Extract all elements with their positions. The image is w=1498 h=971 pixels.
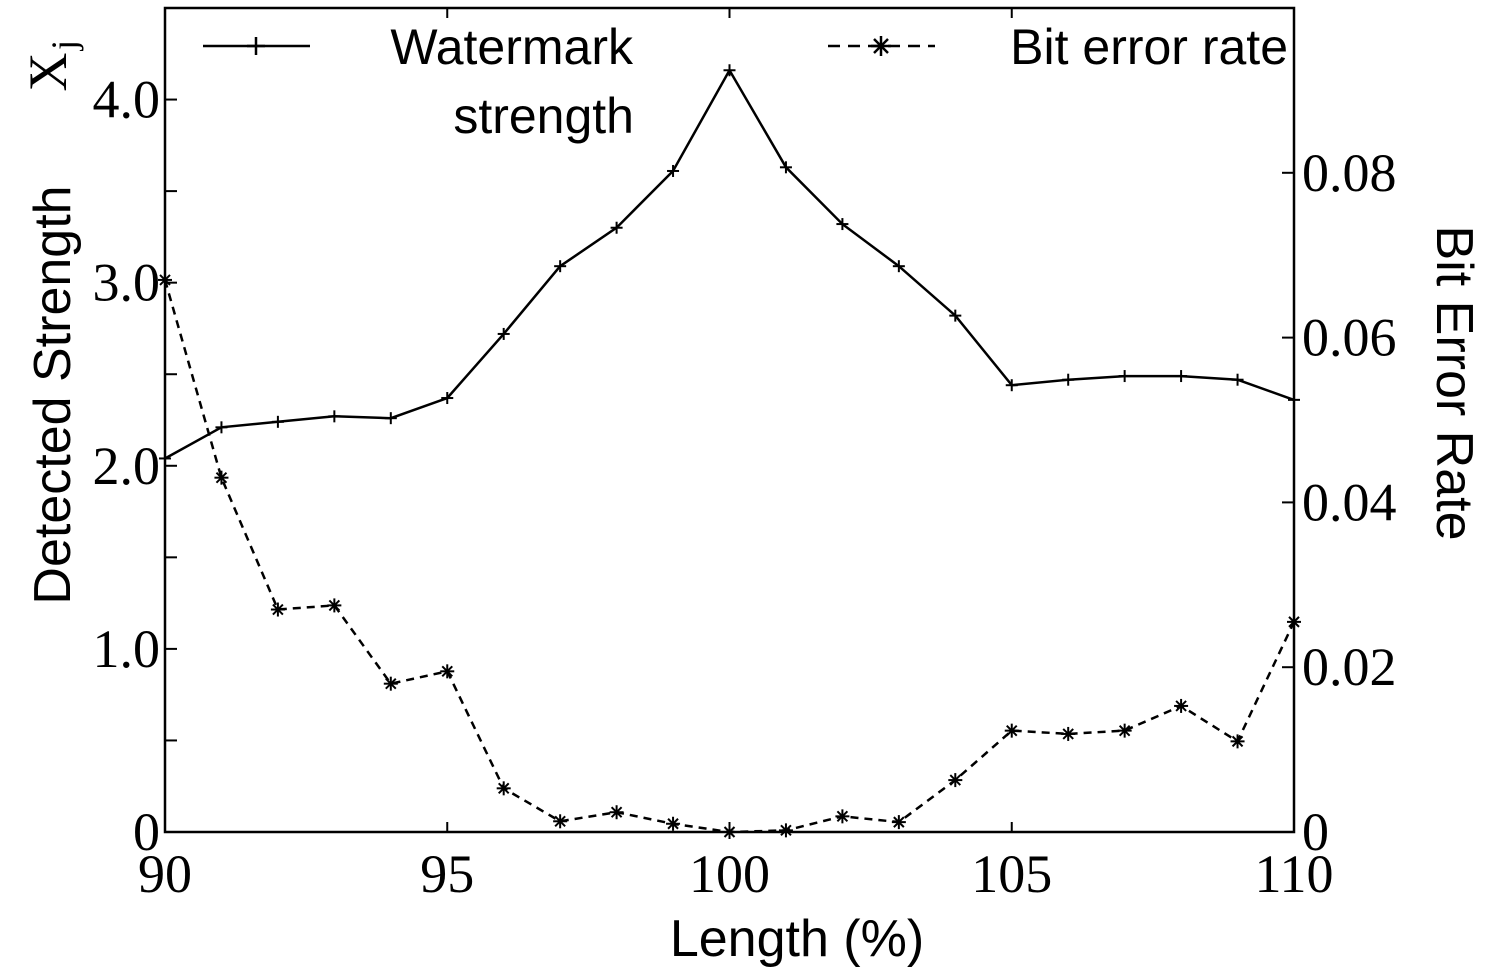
data-point-watermark-strength: [1062, 373, 1075, 386]
data-point-bit-error-rate: [722, 825, 737, 839]
left-y-tick-label: 4.0: [93, 70, 161, 130]
series-layer: [158, 64, 1301, 839]
data-point-watermark-strength: [1118, 370, 1131, 383]
data-point-bit-error-rate: [158, 272, 172, 287]
data-point-watermark-strength: [610, 221, 623, 234]
right-y-tick-label: 0.08: [1302, 143, 1397, 203]
data-point-bit-error-rate: [778, 823, 793, 838]
data-point-bit-error-rate: [383, 676, 398, 691]
data-point-watermark-strength: [159, 452, 171, 465]
legend-marker-plus-icon: [247, 37, 265, 55]
x-tick-label: 95: [420, 844, 474, 904]
data-point-watermark-strength: [384, 412, 397, 425]
right-y-tick-label: 0: [1302, 802, 1329, 862]
data-point-watermark-strength: [1005, 379, 1018, 392]
left-y-tick-label: 1.0: [93, 619, 161, 679]
legend-marker-star-icon: [871, 36, 891, 56]
data-point-bit-error-rate: [1287, 614, 1301, 629]
right-y-axis-ticks: 0 0.02 0.04 0.06 0.08: [1282, 143, 1397, 862]
data-point-watermark-strength: [836, 218, 849, 231]
data-point-watermark-strength: [328, 410, 341, 423]
data-point-watermark-strength: [723, 64, 736, 77]
left-y-tick-label: 0: [133, 802, 160, 862]
left-y-axis-symbol-sub: j: [44, 40, 84, 52]
legend: Watermark strength Bit error rate: [203, 19, 1288, 144]
data-point-watermark-strength: [667, 164, 680, 177]
data-point-watermark-strength: [271, 415, 284, 428]
x-tick-label: 110: [1255, 844, 1334, 904]
data-point-bit-error-rate: [270, 602, 285, 617]
data-point-bit-error-rate: [496, 781, 511, 796]
data-point-bit-error-rate: [1174, 698, 1189, 713]
legend-label-watermark-strength-line2: strength: [453, 88, 634, 144]
right-y-tick-label: 0.02: [1302, 637, 1397, 697]
data-point-bit-error-rate: [214, 470, 229, 485]
legend-item-watermark-strength: Watermark strength: [203, 19, 634, 144]
data-point-watermark-strength: [779, 161, 792, 174]
x-tick-label: 100: [689, 844, 770, 904]
data-point-watermark-strength: [554, 260, 567, 273]
data-point-watermark-strength: [949, 309, 962, 322]
data-point-bit-error-rate: [553, 814, 568, 829]
x-axis-label: Length (%): [670, 910, 924, 968]
data-point-bit-error-rate: [666, 816, 681, 831]
data-point-bit-error-rate: [440, 664, 455, 679]
data-point-bit-error-rate: [609, 805, 624, 820]
data-point-watermark-strength: [892, 260, 905, 273]
data-point-bit-error-rate: [891, 815, 906, 830]
legend-label-bit-error-rate: Bit error rate: [1010, 19, 1288, 75]
data-point-bit-error-rate: [1230, 734, 1245, 749]
data-point-bit-error-rate: [835, 809, 850, 824]
legend-label-watermark-strength-line1: Watermark: [390, 19, 634, 75]
data-point-watermark-strength: [441, 392, 454, 405]
legend-item-bit-error-rate: Bit error rate: [828, 19, 1288, 75]
left-y-axis-ticks: 0 1.0 2.0 3.0 4.0: [93, 7, 177, 862]
series-line-watermark-strength: [164, 67, 1295, 460]
x-tick-label: 90: [138, 844, 192, 904]
data-point-watermark-strength: [1288, 393, 1300, 406]
data-point-watermark-strength: [1231, 373, 1244, 386]
data-point-bit-error-rate: [948, 773, 963, 788]
right-y-axis-label: Bit Error Rate: [1425, 226, 1483, 541]
left-y-axis-label: Detected Strength: [24, 185, 82, 604]
data-point-watermark-strength: [215, 421, 228, 434]
x-axis-ticks: 90 95 100 105 110: [138, 8, 1334, 904]
left-y-axis-symbol: X j: [18, 40, 84, 92]
data-point-bit-error-rate: [1117, 723, 1132, 738]
data-point-watermark-strength: [1175, 370, 1188, 383]
left-y-axis-symbol-main: X: [18, 53, 78, 92]
left-y-tick-label: 3.0: [93, 253, 161, 313]
data-point-bit-error-rate: [327, 598, 342, 613]
left-y-tick-label: 2.0: [93, 436, 161, 496]
series-line-bit-error-rate: [163, 279, 1296, 834]
x-tick-label: 105: [971, 844, 1052, 904]
right-y-tick-label: 0.04: [1302, 472, 1397, 532]
data-point-bit-error-rate: [1061, 726, 1076, 741]
data-point-watermark-strength: [497, 327, 510, 340]
right-y-tick-label: 0.06: [1302, 308, 1397, 368]
data-point-bit-error-rate: [1004, 723, 1019, 738]
